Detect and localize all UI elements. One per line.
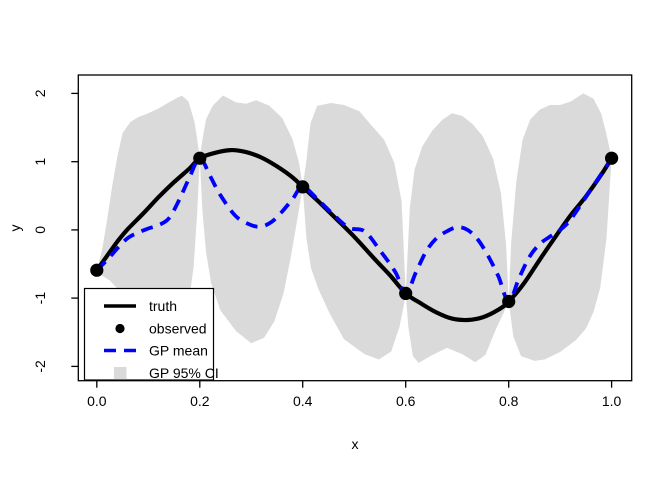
- x-axis: 0.0 0.2 0.4 0.6 0.8 1.0: [87, 380, 622, 409]
- y-tick-label: 2: [32, 89, 48, 97]
- observed-point: [296, 180, 310, 194]
- observed-point: [90, 263, 104, 277]
- y-tick-label: 1: [32, 158, 48, 166]
- gp-mean-curve: [95, 156, 614, 304]
- y-axis-label: y: [7, 225, 23, 232]
- observed-point: [399, 286, 413, 300]
- x-axis-label: x: [352, 436, 359, 452]
- x-tick-label: 0.8: [499, 393, 519, 409]
- observed-point: [193, 151, 207, 165]
- y-axis: -2 -1 0 1 2: [32, 89, 79, 373]
- legend-label-gp-mean: GP mean: [149, 343, 208, 359]
- legend-box: [83, 287, 215, 381]
- x-tick-label: 0.6: [396, 393, 416, 409]
- legend-label-truth: truth: [149, 298, 177, 314]
- plot-border: [77, 74, 633, 382]
- x-tick-label: 0.4: [293, 393, 313, 409]
- observed-point: [605, 151, 619, 165]
- x-tick-label: 0.0: [87, 393, 107, 409]
- legend-label-gp-ci: GP 95% CI: [149, 365, 219, 381]
- y-tick-label: -1: [32, 292, 48, 305]
- legend-label-observed: observed: [149, 321, 207, 337]
- observed-point: [502, 294, 516, 309]
- y-tick-label: -2: [32, 360, 48, 373]
- legend-observed-point-sample: [115, 323, 125, 334]
- x-tick-label: 0.2: [190, 393, 210, 409]
- observed-points: [90, 151, 619, 309]
- y-tick-label: 0: [32, 226, 48, 234]
- legend-ci-fill-sample: [114, 367, 127, 380]
- legend: truth observed GP mean GP 95% CI: [83, 287, 219, 381]
- x-tick-label: 1.0: [602, 393, 622, 409]
